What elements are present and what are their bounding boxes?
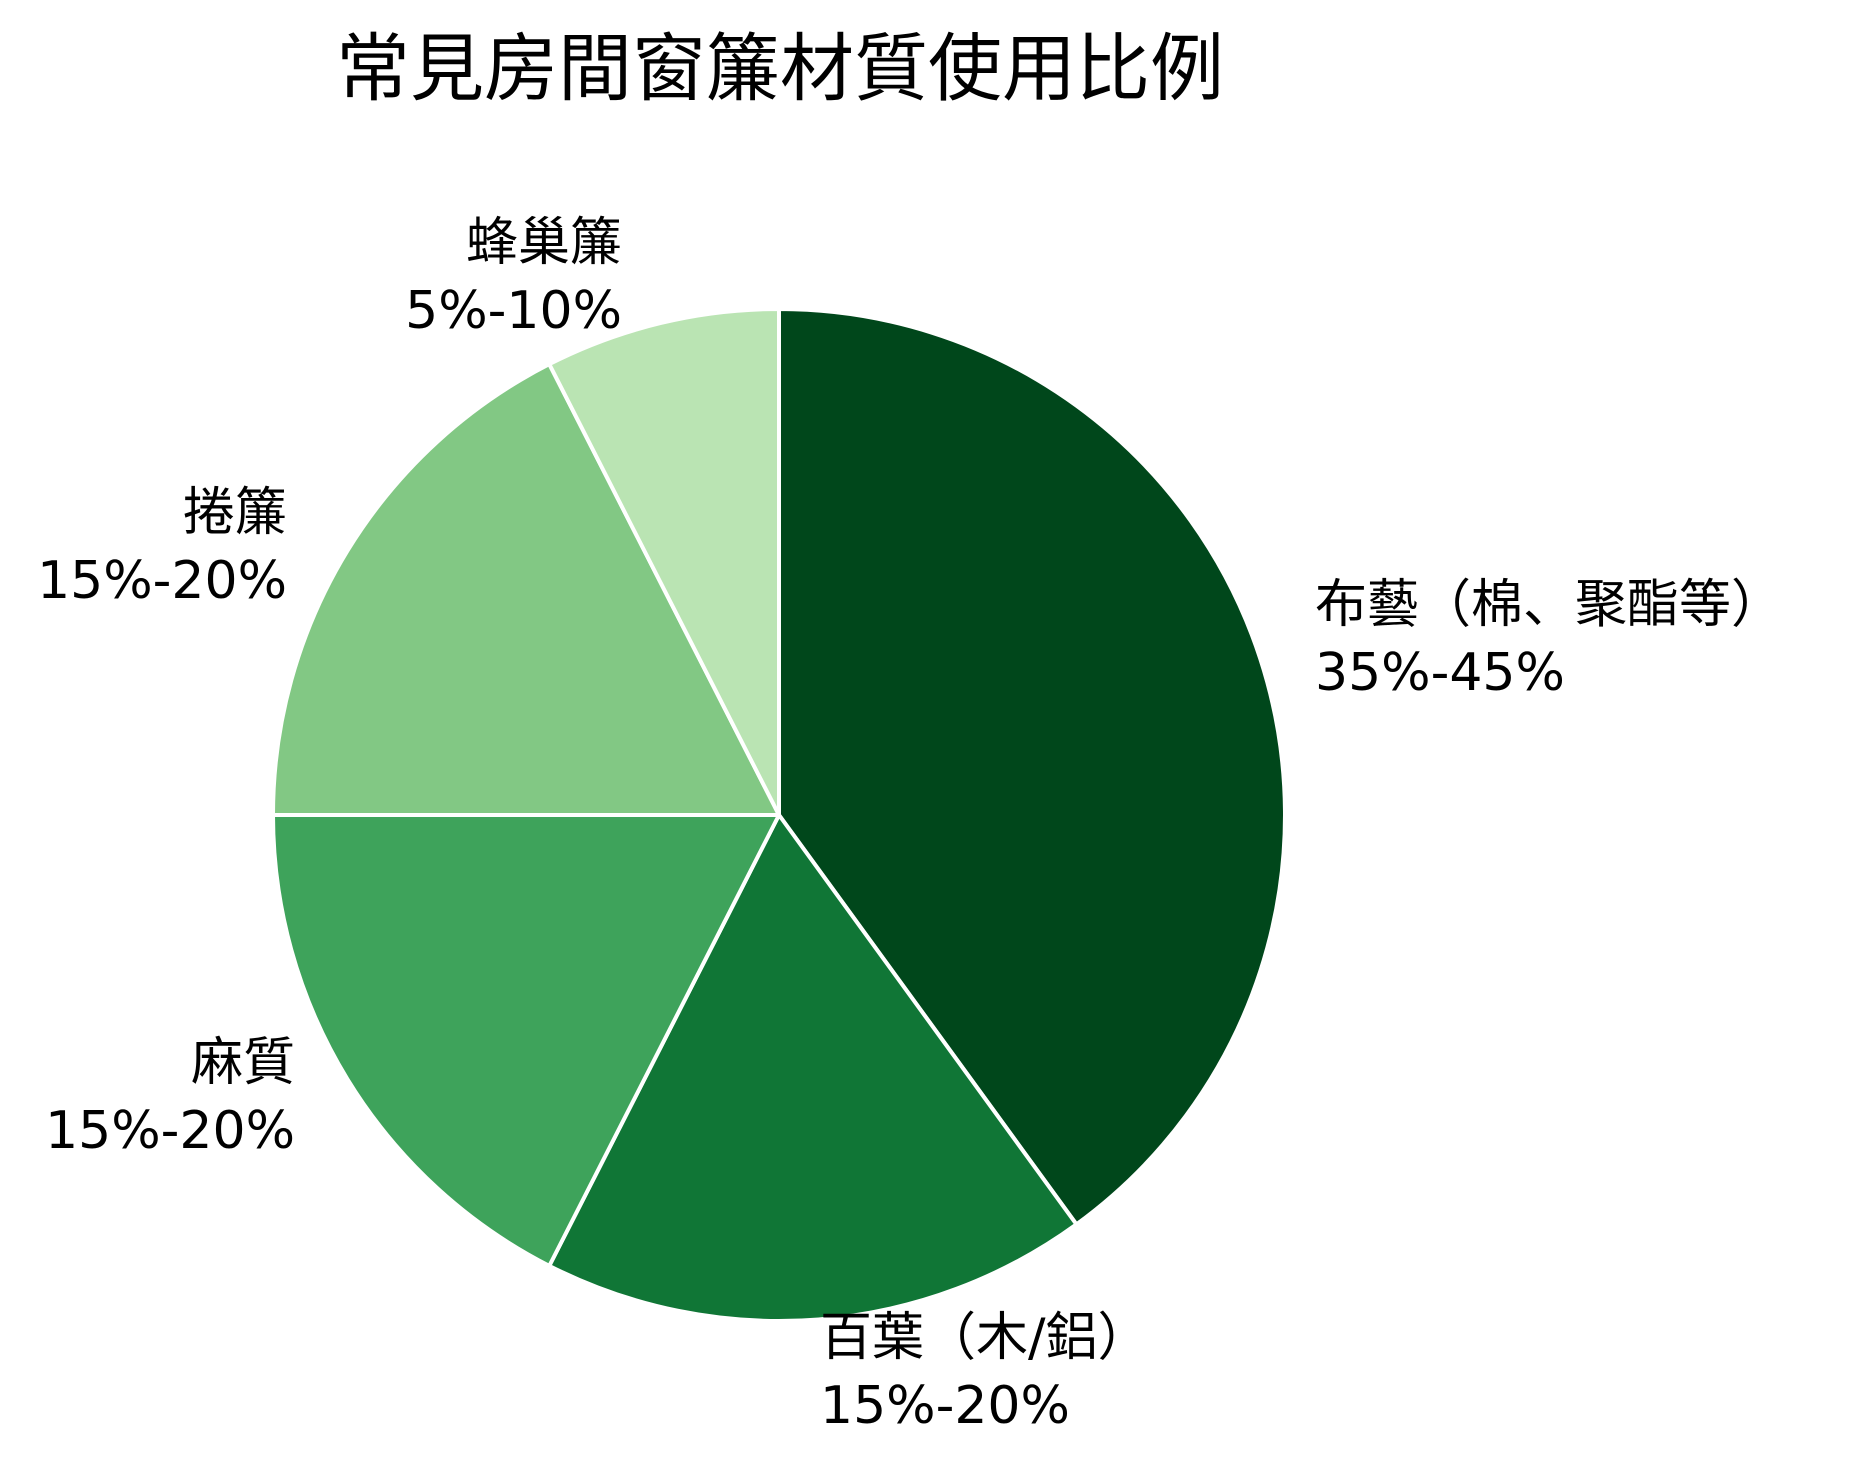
pie-slices [271, 307, 1287, 1323]
pie-labels: 布藝（棉、聚酯等） 35%-45% 百葉（木/鋁） 15%-20% 麻質 15%-20% 捲… [37, 213, 1783, 1436]
slice-label: 布藝（棉、聚酯等） [1315, 575, 1783, 635]
pie-slice [547, 307, 781, 817]
pie-slice [547, 813, 1079, 1323]
pie-slice [777, 307, 1287, 1227]
pie-slice [271, 362, 781, 817]
slice-label: 麻質 [191, 1033, 295, 1093]
slice-range-label: 35%-45% [1315, 643, 1565, 703]
slice-label: 捲簾 [183, 483, 287, 543]
slice-range-label: 15%-20% [820, 1376, 1070, 1436]
slice-range-label: 5%-10% [405, 281, 622, 341]
slice-range-label: 15%-20% [37, 551, 287, 611]
pie-slice [271, 813, 781, 1268]
slice-range-label: 15%-20% [45, 1101, 295, 1161]
chart-title: 常見房間窗簾材質使用比例 [336, 26, 1224, 112]
slice-label: 蜂巢簾 [466, 213, 622, 273]
slice-label: 百葉（木/鋁） [820, 1308, 1150, 1368]
